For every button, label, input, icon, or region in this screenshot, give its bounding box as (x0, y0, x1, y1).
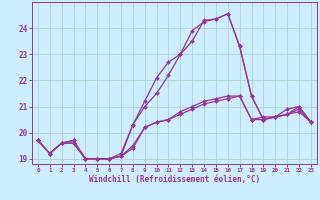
X-axis label: Windchill (Refroidissement éolien,°C): Windchill (Refroidissement éolien,°C) (89, 175, 260, 184)
